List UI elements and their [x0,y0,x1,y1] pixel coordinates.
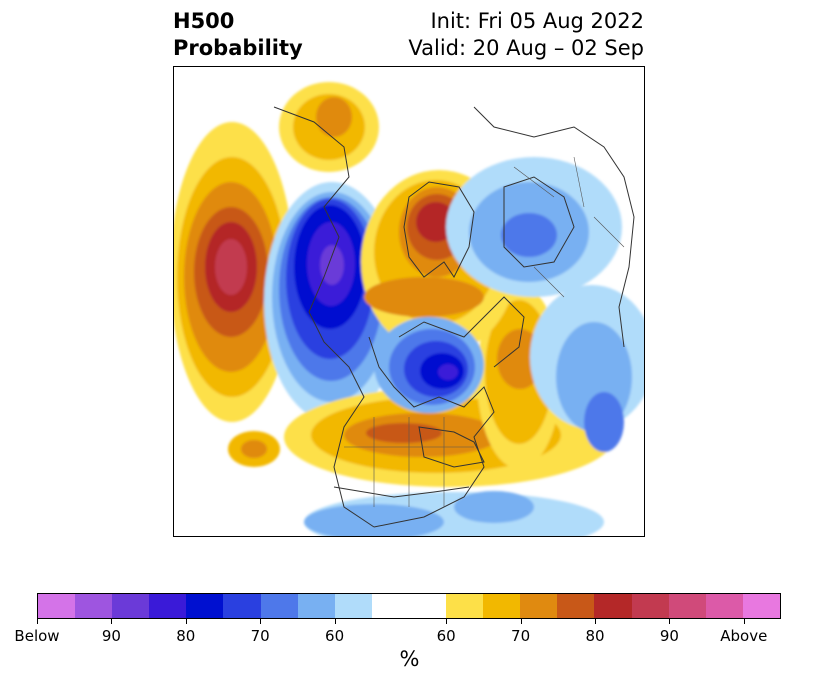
colorbar-tick-label: 90 [659,627,679,645]
colorbar-segment [705,594,743,618]
colorbar-segment [186,594,224,618]
colorbar [37,593,781,619]
colorbar-unit-label: % [399,647,420,671]
colorbar-segment [594,594,632,618]
coastlines [273,106,635,528]
colorbar-tick [37,619,38,624]
colorbar-tick-label: 80 [176,627,196,645]
anomaly-below-alaska [264,182,400,422]
colorbar-tick [185,619,187,624]
political-borders [344,156,625,507]
colorbar-segment [112,594,150,618]
title-line-1: H500 [173,9,235,33]
colorbar-segment [297,594,335,618]
colorbar-tick-label: Above [720,627,768,645]
map-canvas [174,82,644,536]
colorbar-tick-label: 60 [436,627,456,645]
colorbar-segment [38,594,76,618]
colorbar-segment [742,594,780,618]
colorbar-tick [743,619,745,624]
init-date: Init: Fri 05 Aug 2022 [430,9,644,33]
colorbar-segment [334,594,372,618]
colorbar-segment [371,594,447,618]
map-title: H500 Probability [173,8,303,62]
colorbar-tick-label: Below [14,627,60,645]
colorbar-tick [260,619,262,624]
colorbar-segment [223,594,261,618]
anomaly-above-north-pacific [174,122,294,467]
colorbar-segment [149,594,187,618]
colorbar-segment [260,594,298,618]
colorbar-tick [520,619,522,624]
colorbar-segment [557,594,595,618]
colorbar-tick-label: 70 [511,627,531,645]
colorbar-segment [668,594,706,618]
colorbar-tick [446,619,448,624]
anomaly-below-siberia [446,157,644,452]
valid-range: Valid: 20 Aug – 02 Sep [408,36,644,60]
colorbar-tick-label: 70 [250,627,270,645]
colorbar-tick [669,619,671,624]
anomaly-below-hudson-bay [374,317,484,413]
colorbar-tick-label: 80 [585,627,605,645]
colorbar-tick [595,619,596,624]
colorbar-tick-label: 60 [325,627,345,645]
colorbar-tick [334,619,336,624]
colorbar-segment [446,594,484,618]
colorbar-segment [483,594,521,618]
colorbar-ticks: Below 90 80 70 60 60 70 80 90 Above [14,619,781,645]
colorbar-segment [520,594,558,618]
colorbar-segment [75,594,113,618]
colorbar-segment [631,594,669,618]
probability-map [173,66,645,537]
forecast-dates: Init: Fri 05 Aug 2022 Valid: 20 Aug – 02… [408,8,644,62]
colorbar-tick [111,619,113,624]
colorbar-tick-label: 90 [101,627,121,645]
title-line-2: Probability [173,36,303,60]
